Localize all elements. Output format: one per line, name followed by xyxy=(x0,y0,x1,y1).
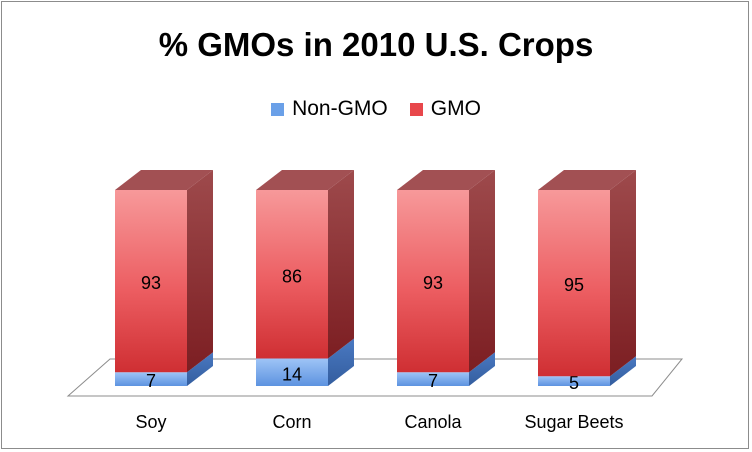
bar-gmo-side xyxy=(328,170,354,359)
bar-stack-canola: 7 93 xyxy=(397,170,495,391)
data-label-gmo: 95 xyxy=(564,275,584,295)
bar-gmo-front xyxy=(256,190,328,359)
data-label-non-gmo: 7 xyxy=(428,371,438,391)
x-tick-label: Sugar Beets xyxy=(524,412,623,432)
x-tick-label: Corn xyxy=(272,412,311,432)
bar-gmo-top xyxy=(397,170,495,190)
legend: Non-GMO GMO xyxy=(0,97,752,121)
bar-non-gmo-side xyxy=(610,356,636,386)
x-tick-labels: Soy Corn Canola Sugar Beets xyxy=(135,412,623,432)
bar-non-gmo-side xyxy=(469,352,495,386)
bar-gmo-side xyxy=(187,170,213,373)
data-label-non-gmo: 5 xyxy=(569,373,579,393)
data-label-non-gmo: 7 xyxy=(146,371,156,391)
bar-non-gmo-side xyxy=(328,338,354,386)
plot-floor xyxy=(66,358,684,397)
bar-non-gmo-front xyxy=(397,372,469,386)
bar-stack-corn: 14 86 xyxy=(256,170,354,386)
bar-gmo-side xyxy=(610,170,636,377)
legend-swatch-non-gmo xyxy=(271,102,285,116)
bar-non-gmo-front xyxy=(115,372,187,386)
legend-label-gmo: GMO xyxy=(430,97,481,120)
bar-gmo-top xyxy=(115,170,213,190)
bar-stack-soy: 7 93 xyxy=(115,170,213,391)
bar-gmo-top xyxy=(538,170,636,190)
data-label-gmo: 93 xyxy=(423,273,443,293)
bar-non-gmo-front xyxy=(538,376,610,386)
data-label-gmo: 86 xyxy=(282,266,302,286)
legend-swatch-gmo xyxy=(409,102,423,116)
x-tick-label: Canola xyxy=(404,412,462,432)
chart-title: % GMOs in 2010 U.S. Crops xyxy=(158,26,594,63)
bar-gmo-top xyxy=(256,170,354,190)
bar-gmo-front xyxy=(397,190,469,373)
bar-stack-sugar-beets: 5 95 xyxy=(538,170,636,393)
data-label-non-gmo: 14 xyxy=(282,364,302,384)
legend-item-gmo: GMO xyxy=(409,97,481,121)
bar-non-gmo-front xyxy=(256,358,328,386)
bar-gmo-front xyxy=(115,190,187,373)
bar-gmo-side xyxy=(469,170,495,373)
bars-layer: 7 93 14 86 7 93 5 95 xyxy=(115,170,636,393)
legend-item-non-gmo: Non-GMO xyxy=(271,97,388,121)
data-label-gmo: 93 xyxy=(141,273,161,293)
legend-label-non-gmo: Non-GMO xyxy=(292,97,388,120)
bar-gmo-front xyxy=(538,190,610,377)
x-tick-label: Soy xyxy=(135,412,166,432)
bar-non-gmo-side xyxy=(187,352,213,386)
